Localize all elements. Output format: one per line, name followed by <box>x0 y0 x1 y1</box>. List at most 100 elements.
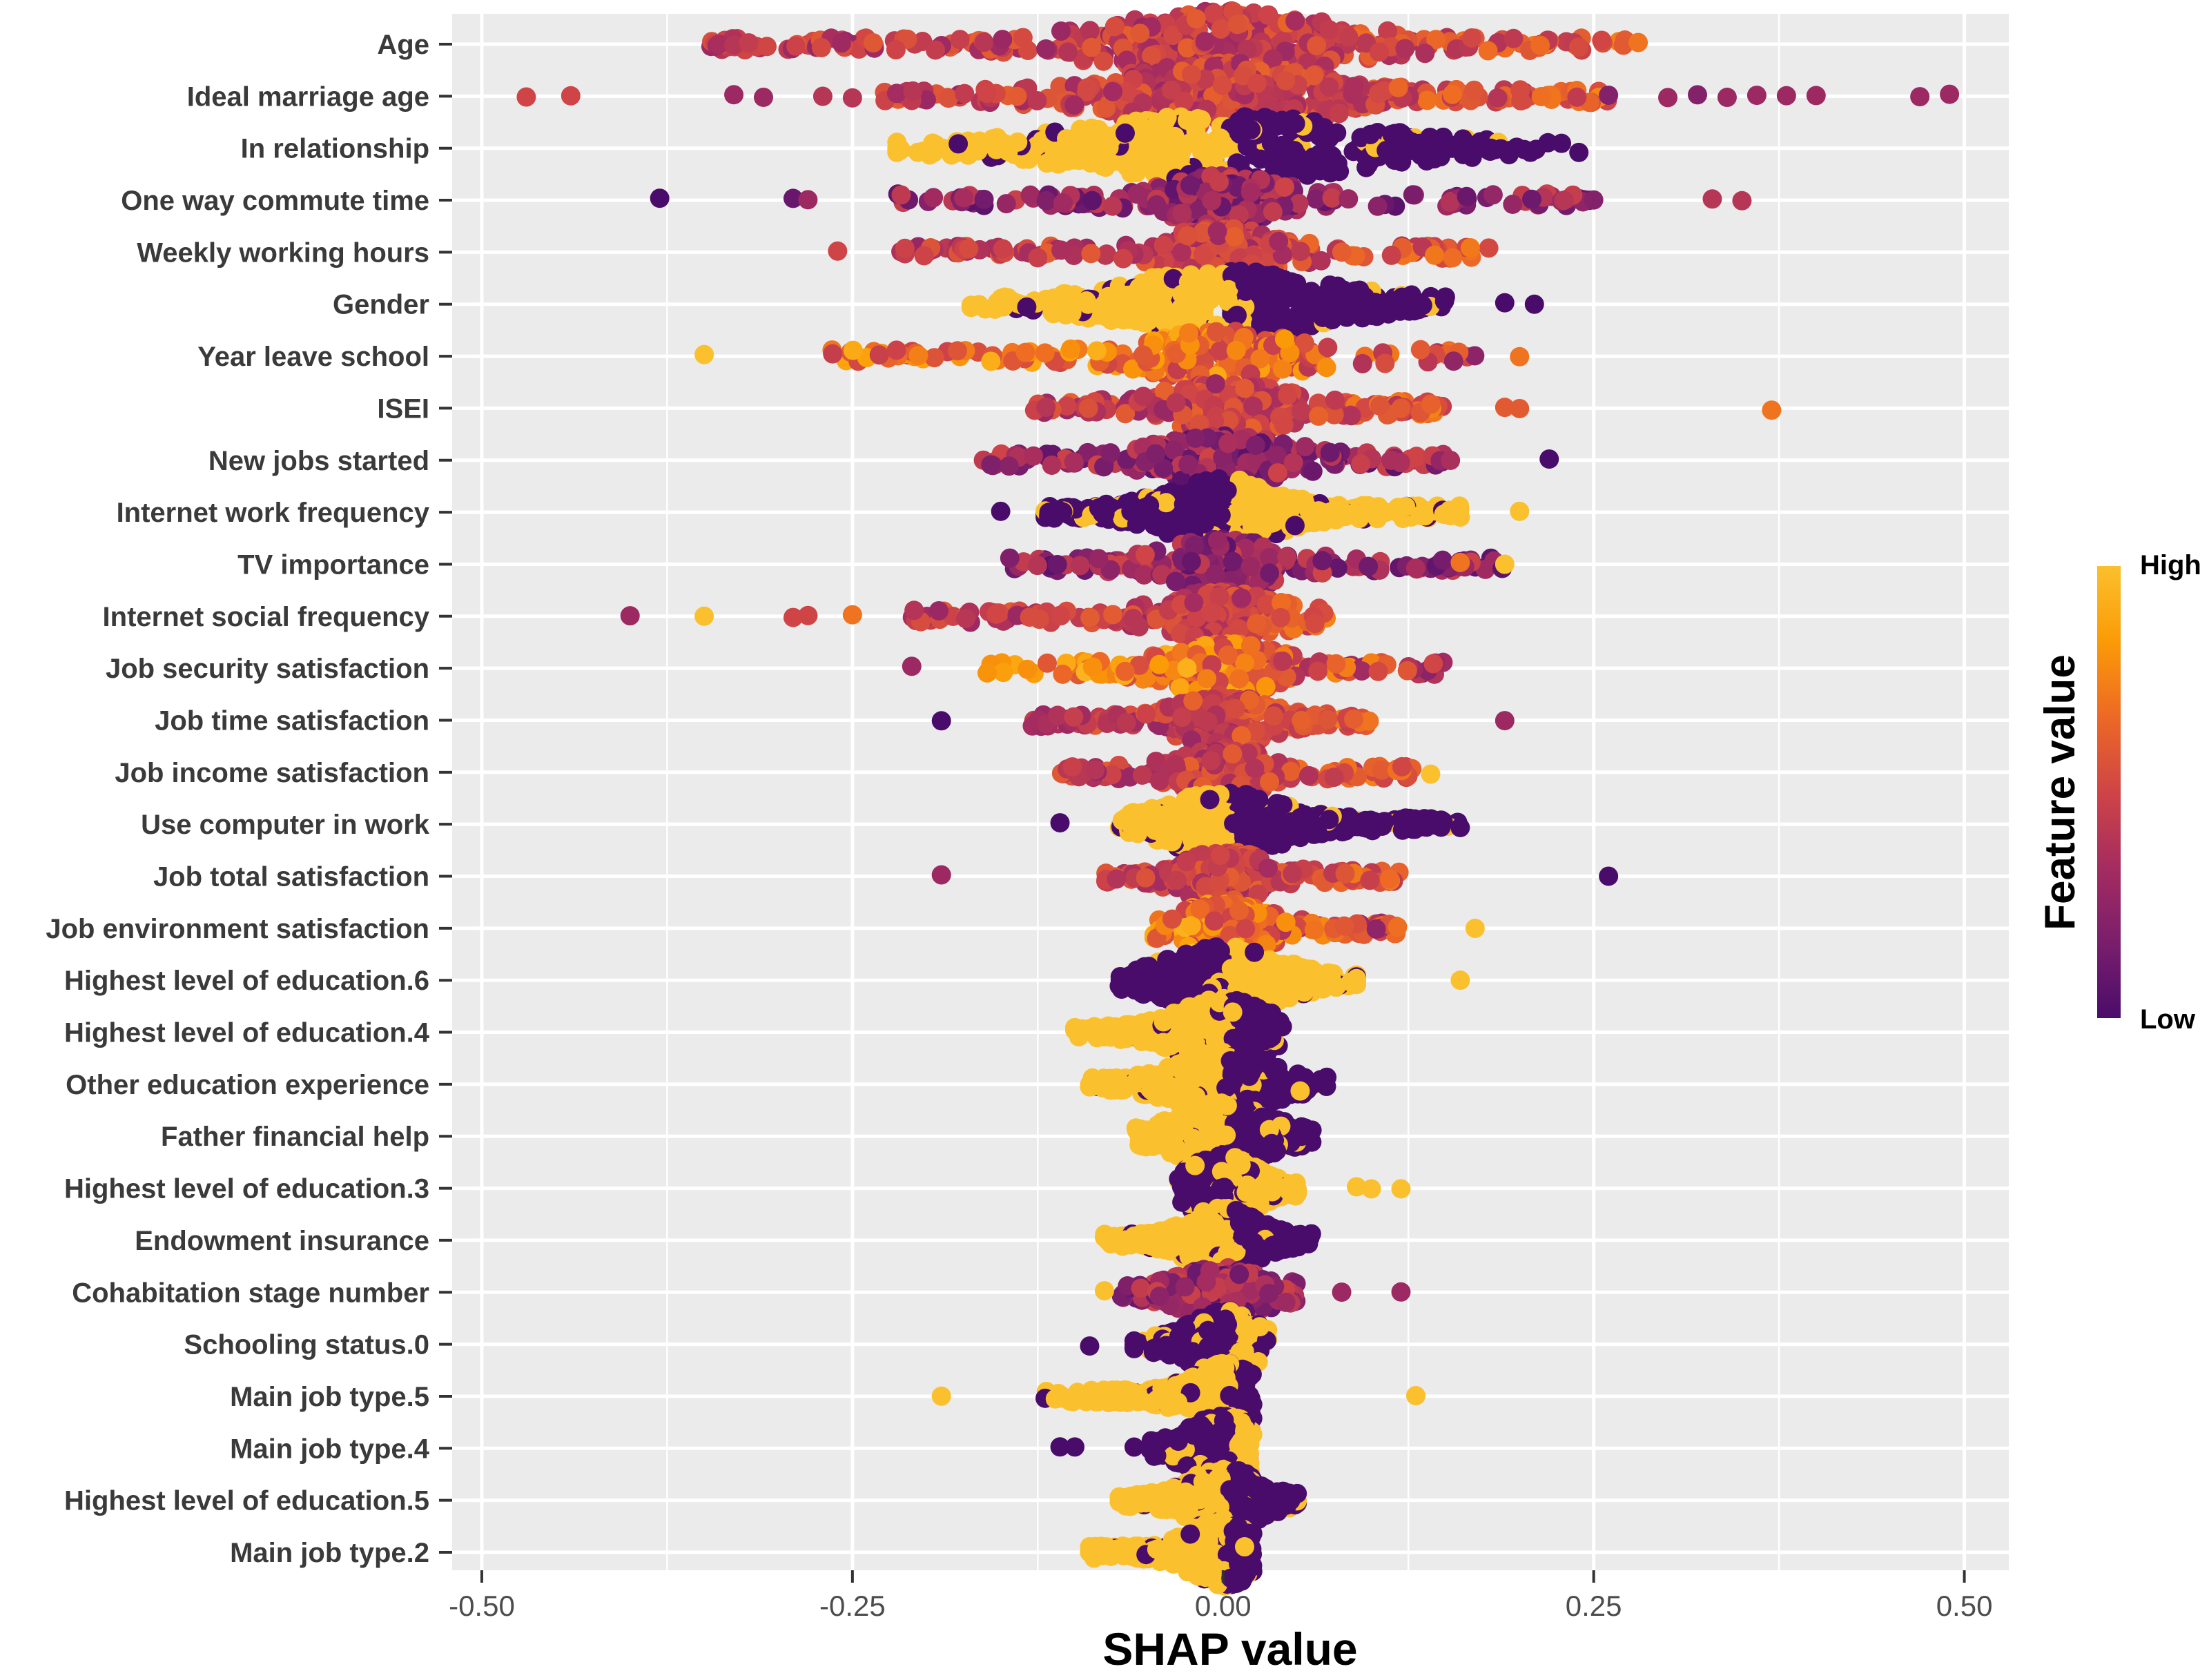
shap-point <box>1298 765 1318 785</box>
shap-point <box>1465 346 1485 366</box>
shap-point <box>1207 222 1227 242</box>
shap-point <box>1261 133 1281 153</box>
shap-point <box>694 344 714 364</box>
shap-point <box>1312 551 1332 571</box>
shap-point <box>1079 137 1099 157</box>
shap-point <box>1260 563 1280 583</box>
shap-point <box>1495 293 1515 313</box>
shap-point <box>1350 280 1370 300</box>
shap-point <box>1688 85 1707 105</box>
shap-point <box>1047 554 1067 574</box>
shap-point <box>1269 231 1289 251</box>
shap-point <box>1048 500 1068 520</box>
shap-point <box>974 32 994 52</box>
shap-point <box>1341 406 1361 426</box>
shap-point <box>1180 175 1200 195</box>
shap-point <box>924 143 944 163</box>
shap-point <box>1702 189 1722 209</box>
shap-point <box>1327 153 1347 173</box>
shap-point <box>1165 754 1185 774</box>
shap-point <box>1488 88 1508 108</box>
shap-point <box>1274 415 1294 435</box>
shap-point <box>1479 238 1499 258</box>
shap-point <box>1260 772 1280 792</box>
shap-point <box>1201 148 1221 168</box>
shap-point <box>1218 433 1238 453</box>
shap-point <box>1272 651 1292 671</box>
shap-point <box>1303 147 1323 167</box>
shap-point <box>1154 235 1174 255</box>
shap-point <box>1285 516 1305 536</box>
shap-point <box>954 188 974 208</box>
shap-point <box>1227 14 1247 35</box>
shap-point <box>1127 514 1147 534</box>
shap-point <box>1368 196 1388 216</box>
shap-point <box>1085 760 1105 780</box>
shap-point <box>1103 81 1123 101</box>
shap-point <box>1117 157 1137 177</box>
shap-point <box>1343 84 1363 104</box>
shap-point <box>1115 123 1135 143</box>
shap-point <box>1318 710 1338 730</box>
shap-point <box>1599 85 1619 105</box>
shap-point <box>1276 70 1296 90</box>
shap-point <box>1316 358 1336 378</box>
shap-point <box>1511 91 1531 111</box>
shap-point <box>1412 295 1432 315</box>
shap-point <box>1081 244 1101 264</box>
shap-point <box>1592 30 1612 50</box>
shap-point <box>1015 342 1035 362</box>
shap-point <box>1370 396 1390 416</box>
shap-point <box>650 188 670 208</box>
shap-point <box>1051 240 1071 260</box>
shap-point <box>1211 505 1231 525</box>
shap-point <box>1658 88 1678 108</box>
shap-point <box>1376 140 1397 160</box>
shap-point <box>1308 406 1328 426</box>
shap-point <box>1200 485 1220 505</box>
shap-point <box>1181 64 1201 84</box>
shap-point <box>1277 547 1297 567</box>
shap-point <box>1392 756 1412 776</box>
shap-point <box>998 141 1018 162</box>
shap-point <box>1806 86 1826 106</box>
shap-point <box>1628 32 1648 52</box>
shap-point <box>1274 177 1294 197</box>
shap-point <box>1283 453 1303 473</box>
shap-point <box>1241 119 1261 139</box>
shap-point <box>1369 84 1389 104</box>
shap-point <box>1524 294 1544 314</box>
shap-point <box>1510 346 1530 367</box>
shap-point <box>1056 129 1076 149</box>
shap-point <box>1309 501 1329 521</box>
shap-point <box>1020 607 1040 627</box>
shap-point <box>1421 764 1441 784</box>
shap-point <box>1082 37 1102 57</box>
shap-point <box>1267 445 1287 465</box>
shap-point <box>924 188 944 208</box>
shap-point <box>1155 143 1175 163</box>
shap-point <box>1278 118 1298 138</box>
shap-point <box>1392 287 1412 307</box>
shap-point <box>991 501 1011 521</box>
shap-point <box>1235 273 1255 293</box>
shap-point <box>1267 463 1287 483</box>
shap-point <box>1308 661 1328 681</box>
shap-point <box>1434 291 1454 311</box>
shap-point <box>1584 190 1604 210</box>
shap-point <box>1319 20 1339 40</box>
shap-point <box>1198 712 1218 732</box>
shap-point <box>1127 184 1147 204</box>
shap-point <box>1093 156 1113 176</box>
shap-point <box>1123 609 1143 629</box>
shap-point <box>754 87 773 107</box>
shap-point <box>1322 188 1342 208</box>
shap-point <box>1194 245 1214 265</box>
shap-point <box>1070 556 1090 576</box>
shap-point <box>516 87 536 107</box>
shap-point <box>1100 443 1120 463</box>
shap-point <box>1478 41 1498 61</box>
shap-point <box>1312 300 1332 320</box>
shap-point <box>1247 614 1267 634</box>
shap-point <box>1940 84 1960 104</box>
